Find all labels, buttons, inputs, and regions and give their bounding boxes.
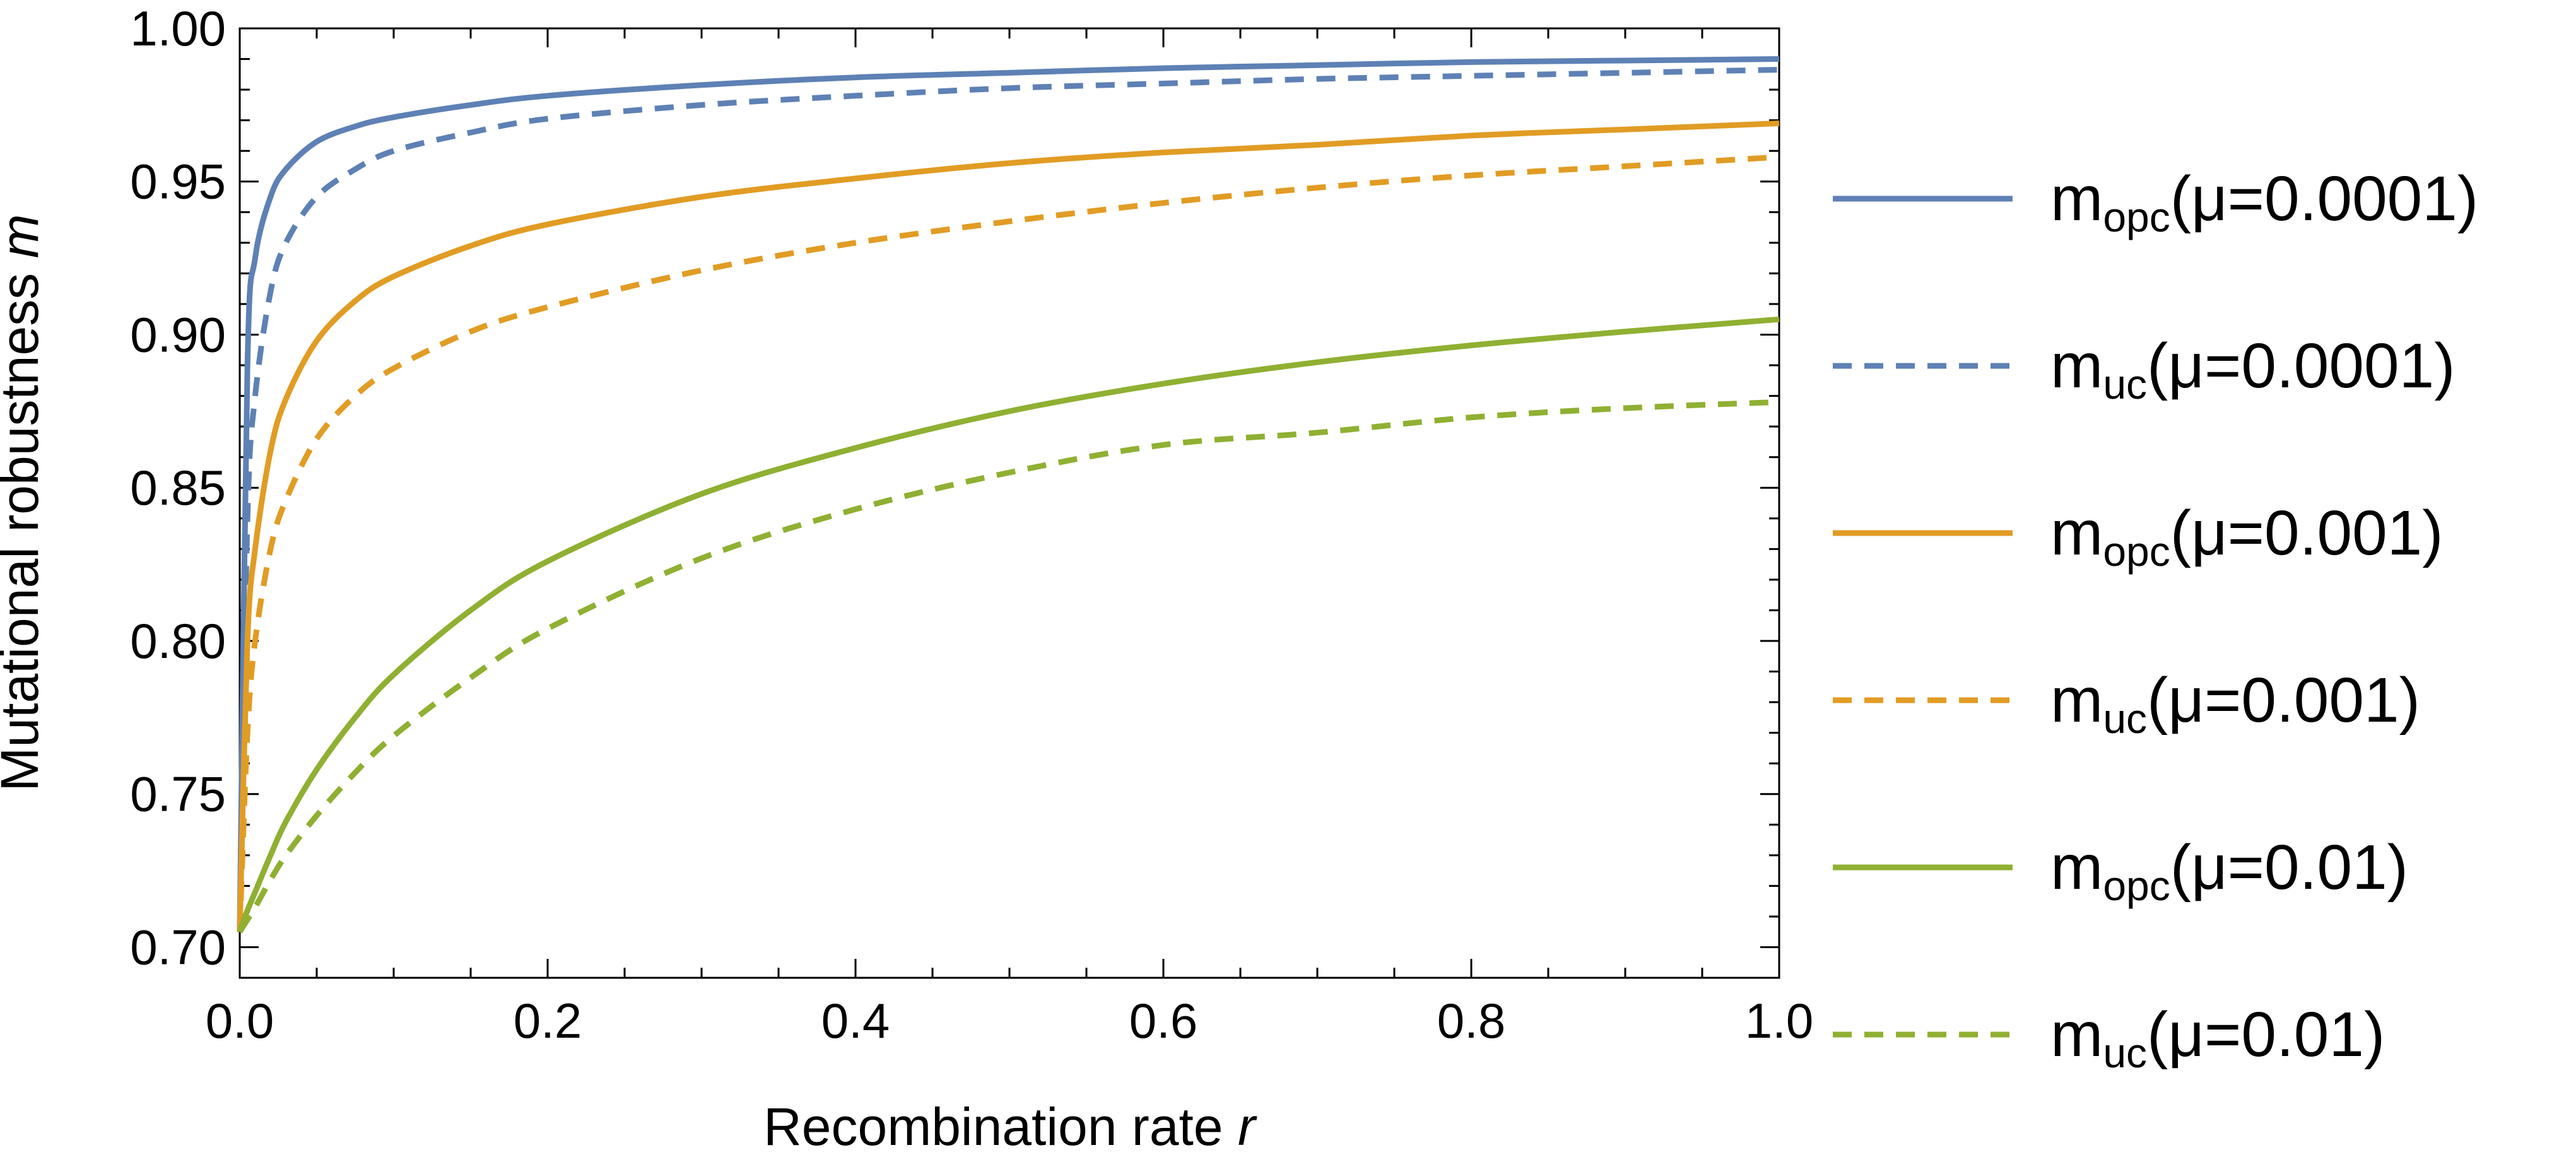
- y-tick-label: 0.95: [130, 154, 226, 209]
- legend-label: muc(μ=0.01): [2050, 999, 2385, 1076]
- x-tick-label: 0.2: [514, 993, 582, 1048]
- legend-subscript: opc: [2103, 862, 2170, 909]
- legend-base: m: [2050, 665, 2103, 736]
- legend-parameter: (μ=0.001): [2170, 498, 2444, 568]
- legend-parameter: (μ=0.0001): [2170, 163, 2478, 234]
- legend-label: mopc(μ=0.0001): [2050, 163, 2478, 240]
- legend-parameter: (μ=0.01): [2170, 832, 2408, 903]
- legend-parameter: (μ=0.001): [2147, 665, 2420, 736]
- legend-item: mopc(μ=0.001): [1833, 498, 2444, 575]
- x-tick-label: 1.0: [1745, 993, 1813, 1048]
- y-axis-variable: m: [0, 214, 49, 258]
- y-tick-label: 1.00: [130, 1, 226, 56]
- legend-base: m: [2050, 498, 2103, 568]
- series-line-uc-1: [237, 67, 1780, 932]
- y-tick-label: 0.90: [130, 307, 226, 362]
- legend-parameter: (μ=0.0001): [2147, 331, 2455, 401]
- series-line-uc-5: [237, 399, 1780, 934]
- y-axis-label: Mutational robustness: [0, 273, 49, 792]
- legend-item: muc(μ=0.0001): [1833, 331, 2455, 408]
- x-axis-variable: r: [1238, 1097, 1257, 1156]
- legend: mopc(μ=0.0001)muc(μ=0.0001)mopc(μ=0.001)…: [1833, 163, 2478, 1076]
- plot-frame: [238, 27, 1780, 979]
- legend-item: muc(μ=0.001): [1833, 665, 2420, 742]
- x-axis-label: Recombination rate: [763, 1097, 1223, 1156]
- y-tick-label: 0.75: [130, 766, 226, 822]
- series-line-opc-0: [237, 56, 1780, 932]
- series-lines: [237, 56, 1780, 934]
- y-tick-label: 0.80: [130, 613, 226, 669]
- series-line-opc-4: [237, 316, 1780, 933]
- y-axis-title: Mutational robustness m: [0, 214, 49, 791]
- legend-base: m: [2050, 999, 2103, 1070]
- legend-subscript: opc: [2103, 528, 2170, 575]
- legend-label: muc(μ=0.0001): [2050, 331, 2455, 408]
- legend-parameter: (μ=0.01): [2147, 999, 2385, 1070]
- legend-subscript: uc: [2103, 361, 2147, 408]
- legend-label: mopc(μ=0.001): [2050, 498, 2444, 575]
- axis-ticks: [238, 27, 1780, 979]
- legend-label: mopc(μ=0.01): [2050, 832, 2408, 909]
- legend-subscript: uc: [2103, 1030, 2147, 1076]
- legend-item: muc(μ=0.01): [1833, 999, 2385, 1076]
- legend-label: muc(μ=0.001): [2050, 665, 2420, 742]
- x-tick-label: 0.8: [1437, 993, 1505, 1048]
- series-line-uc-3: [237, 154, 1780, 932]
- y-tick-label: 0.70: [130, 919, 226, 975]
- y-tick-label: 0.85: [130, 460, 226, 515]
- x-tick-label: 0.6: [1129, 993, 1197, 1048]
- x-tick-label: 0.4: [821, 993, 890, 1048]
- x-tick-label: 0.0: [206, 993, 274, 1048]
- legend-subscript: uc: [2103, 695, 2147, 742]
- series-line-opc-2: [237, 120, 1780, 932]
- x-axis-title: Recombination rate r: [763, 1097, 1257, 1156]
- legend-item: mopc(μ=0.0001): [1833, 163, 2478, 240]
- legend-base: m: [2050, 832, 2103, 903]
- legend-item: mopc(μ=0.01): [1833, 832, 2408, 909]
- tick-labels: 0.0 0.2 0.4 0.6 0.8 1.0 0.70 0.75 0.80 0.85 0.90 0.…: [130, 1, 1813, 1048]
- legend-subscript: opc: [2103, 194, 2170, 240]
- legend-base: m: [2050, 163, 2103, 234]
- legend-base: m: [2050, 331, 2103, 401]
